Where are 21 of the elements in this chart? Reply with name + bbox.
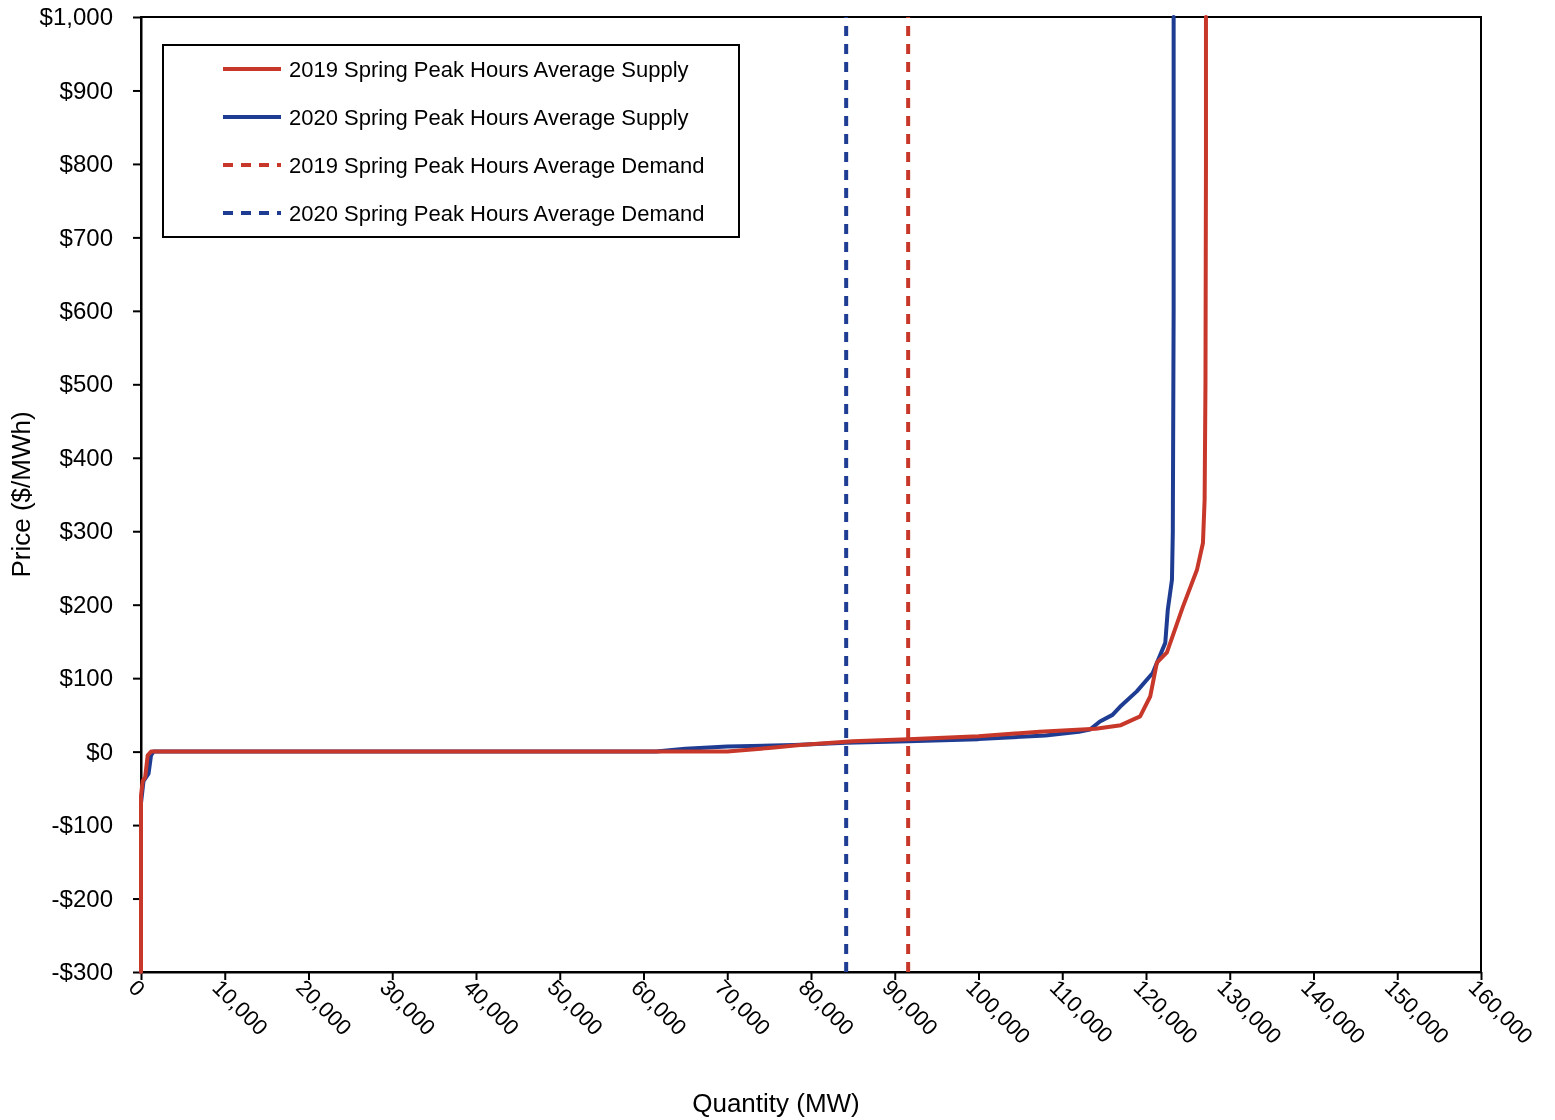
legend-label: 2019 Spring Peak Hours Average Demand bbox=[289, 152, 705, 178]
legend-label: 2019 Spring Peak Hours Average Supply bbox=[289, 56, 689, 82]
y-tick-label: $500 bbox=[59, 370, 113, 398]
y-tick-label: $1,000 bbox=[39, 3, 113, 31]
y-tick-label: -$300 bbox=[51, 958, 113, 986]
y-tick-label: -$100 bbox=[51, 811, 113, 839]
y-tick-label: $900 bbox=[59, 76, 113, 104]
legend-label: 2020 Spring Peak Hours Average Supply bbox=[289, 104, 689, 130]
y-axis-title: Price ($/MWh) bbox=[6, 411, 36, 578]
y-tick-label: $600 bbox=[59, 297, 113, 325]
y-tick-label: $0 bbox=[86, 737, 113, 765]
y-tick-label: -$200 bbox=[51, 884, 113, 912]
y-tick-label: $200 bbox=[59, 590, 113, 618]
y-tick-label: $700 bbox=[59, 223, 113, 251]
y-tick-label: $300 bbox=[59, 517, 113, 545]
y-tick-label: $100 bbox=[59, 664, 113, 692]
x-axis-title: Quantity (MW) bbox=[692, 1088, 860, 1118]
legend-label: 2020 Spring Peak Hours Average Demand bbox=[289, 200, 705, 226]
x-tick-label: 0 bbox=[123, 974, 151, 1002]
y-tick-label: $400 bbox=[59, 443, 113, 471]
y-tick-label: $800 bbox=[59, 150, 113, 178]
